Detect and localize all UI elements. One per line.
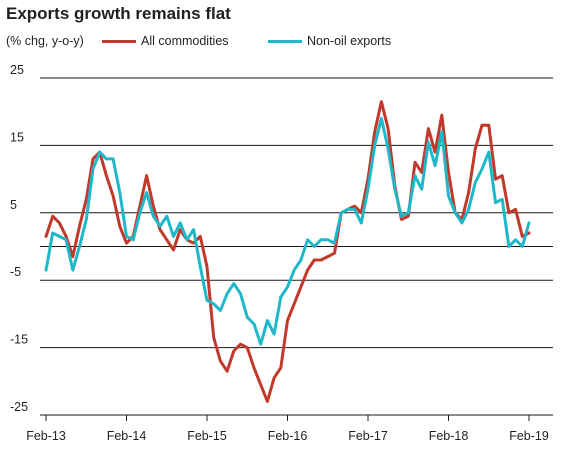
- series-line-non-oil-exports: [44, 116, 531, 346]
- legend-item-all-commodities: All commodities: [102, 34, 229, 48]
- legend-label-all-commodities: All commodities: [141, 34, 229, 48]
- x-tick-label: Feb-17: [348, 429, 388, 443]
- y-tick-label: -15: [10, 333, 28, 347]
- legend-item-non-oil-exports: Non-oil exports: [268, 34, 391, 48]
- legend-swatch-non-oil-exports: [268, 39, 302, 43]
- legend-label-non-oil-exports: Non-oil exports: [307, 34, 392, 48]
- y-tick-label: 5: [10, 198, 17, 212]
- y-tick-label: 25: [10, 63, 24, 77]
- y-tick-label: 15: [10, 130, 24, 144]
- y-tick-label: -25: [10, 400, 28, 414]
- legend-swatch-all-commodities: [102, 39, 136, 43]
- x-tick-label: Feb-19: [509, 429, 549, 443]
- x-tick-label: Feb-15: [187, 429, 227, 443]
- y-axis-unit-label: (% chg, y-o-y): [6, 34, 84, 48]
- chart-title: Exports growth remains flat: [6, 4, 231, 23]
- y-tick-label: -5: [10, 265, 21, 279]
- x-tick-label: Feb-18: [429, 429, 469, 443]
- x-tick-label: Feb-13: [26, 429, 66, 443]
- x-tick-label: Feb-14: [107, 429, 147, 443]
- series-line-all-commodities: [44, 100, 531, 403]
- x-tick-label: Feb-16: [268, 429, 308, 443]
